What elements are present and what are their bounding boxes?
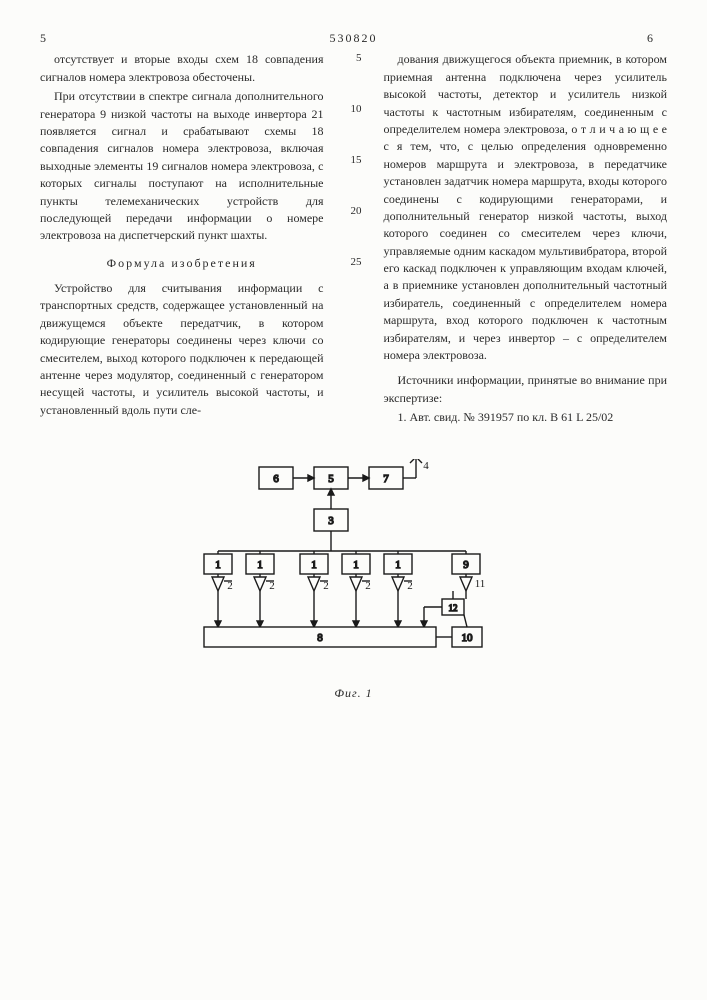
block-label: 11 [474,578,485,590]
block-label: 2 [269,580,275,592]
block-label: 1 [257,559,263,571]
line-marker: 10 [346,102,362,153]
para: отсутствует и вторые входы схем 18 совпа… [40,51,324,86]
para: При отсутствии в спектре сигнала дополни… [40,88,324,245]
block-label: 9 [463,559,469,571]
source-item: 1. Авт. свид. № 391957 по кл. В 61 L 25/… [384,409,668,426]
page-left: 5 [40,30,60,47]
sources-title: Источники информации, принятые во вниман… [384,372,668,407]
figure-caption: Фиг. 1 [164,685,544,702]
figure-1: 6 5 7 4 3 1 1 [164,459,544,702]
block-label: 2 [323,580,329,592]
line-marker: 15 [346,153,362,204]
block-diagram: 6 5 7 4 3 1 1 [164,459,544,679]
block-label: 1 [215,559,221,571]
block-label: 7 [383,473,389,485]
doc-number: 530820 [60,30,647,47]
page-right: 6 [647,30,667,47]
block-label: 2 [407,580,413,592]
block-label: 6 [273,473,279,485]
block-label: 2 [227,580,233,592]
block-label: 12 [448,603,457,613]
block-label: 1 [311,559,317,571]
text-columns: отсутствует и вторые входы схем 18 совпа… [40,51,667,428]
block-label: 8 [317,632,323,644]
block-label: 1 [353,559,359,571]
line-marker: 5 [346,51,362,102]
para: Устройство для считывания информации с т… [40,280,324,419]
block-label: 1 [395,559,401,571]
page-header: 5 530820 6 [40,30,667,47]
block-label: 2 [365,580,371,592]
right-column: дования движущегося объекта приемник, в … [384,51,668,428]
block-label: 5 [328,473,334,485]
block-label: 10 [461,632,473,644]
line-marker: 25 [346,255,362,306]
para: дования движущегося объекта приемник, в … [384,51,668,364]
line-number-gutter: 5 10 15 20 25 [346,51,362,428]
left-column: отсутствует и вторые входы схем 18 совпа… [40,51,324,428]
line-marker: 20 [346,204,362,255]
formula-title: Формула изобретения [40,255,324,272]
block-label: 3 [328,515,334,527]
block-label: 4 [423,460,429,472]
